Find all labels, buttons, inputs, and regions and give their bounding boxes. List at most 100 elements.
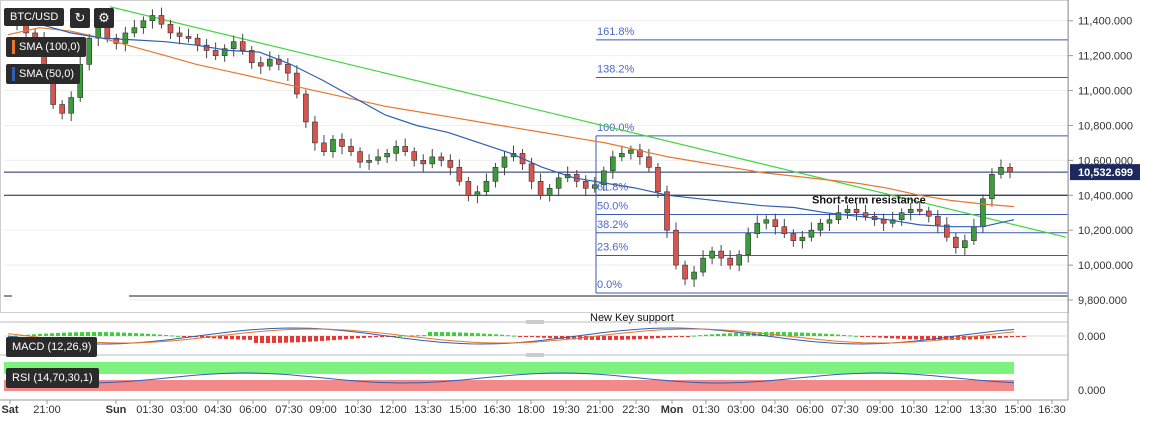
x-tick-label: 15:00 xyxy=(449,404,477,416)
macd-bar xyxy=(608,336,612,340)
macd-bar xyxy=(830,334,834,336)
candle-body xyxy=(158,15,165,25)
rsi-oversold-band xyxy=(4,380,1014,391)
macd-bar xyxy=(470,332,474,336)
macd-bar xyxy=(812,333,816,336)
macd-bar xyxy=(944,336,948,340)
macd-signal-line xyxy=(7,328,1015,344)
candle-body xyxy=(357,151,363,163)
macd-bar xyxy=(104,332,108,336)
candle-body xyxy=(230,41,237,49)
candle-body xyxy=(619,153,625,158)
macd-bar xyxy=(242,336,246,340)
x-tick-label: 03:00 xyxy=(727,404,755,416)
candle-body xyxy=(384,153,390,158)
y-tick-label: 10,400.000 xyxy=(1078,190,1133,202)
macd-bar xyxy=(356,336,360,339)
macd-bar xyxy=(494,334,498,336)
sma50-swatch xyxy=(12,67,15,82)
candle-body xyxy=(934,215,941,226)
macd-bar xyxy=(14,335,18,337)
macd-bar xyxy=(554,336,558,339)
macd-bar xyxy=(140,333,144,336)
downtrend-line xyxy=(109,6,1067,238)
candle-body xyxy=(239,41,246,51)
candle-body xyxy=(916,208,923,212)
macd-bar xyxy=(866,336,870,337)
symbol-label[interactable]: BTC/USD xyxy=(4,8,65,26)
macd-bar xyxy=(110,332,114,336)
new-key-support-label: New Key support xyxy=(590,312,674,324)
macd-bar xyxy=(854,335,858,337)
sma50-line xyxy=(7,20,1015,228)
macd-bar xyxy=(488,333,492,336)
macd-bar xyxy=(902,336,906,339)
gear-icon[interactable]: ⚙ xyxy=(94,8,114,28)
macd-bar xyxy=(806,332,810,336)
candle-body xyxy=(501,156,508,168)
candle-body xyxy=(889,219,896,224)
candle-body xyxy=(709,250,715,259)
candle-body xyxy=(727,257,733,266)
macd-bar xyxy=(464,332,468,336)
sma50-label[interactable]: SMA (50,0) xyxy=(6,64,81,84)
macd-label[interactable]: MACD (12,26,9) xyxy=(6,337,98,357)
candle-body xyxy=(844,208,851,214)
macd-bar xyxy=(254,336,258,343)
macd-bar xyxy=(530,336,534,337)
rsi-line xyxy=(7,372,1015,384)
candle-body xyxy=(591,184,598,189)
macd-bar xyxy=(266,336,270,343)
macd-bar xyxy=(716,333,720,336)
macd-bar xyxy=(68,332,72,336)
refresh-icon[interactable]: ↻ xyxy=(70,8,90,28)
rsi-label[interactable]: RSI (14,70,30,1) xyxy=(6,368,99,388)
macd-bar xyxy=(74,332,78,336)
macd-bar xyxy=(158,334,162,336)
panel-handle xyxy=(526,353,544,357)
macd-bar xyxy=(374,336,378,338)
macd-bar xyxy=(284,336,288,343)
x-tick-label: 19:30 xyxy=(552,404,580,416)
macd-bar xyxy=(236,336,240,340)
x-tick-label: 22:30 xyxy=(622,404,650,416)
sma100-swatch xyxy=(12,40,15,55)
candle-body xyxy=(944,224,950,238)
macd-bar xyxy=(1010,336,1014,338)
candle-body xyxy=(348,146,354,152)
macd-bar xyxy=(134,333,138,336)
macd-bar xyxy=(152,334,156,336)
x-tick-label: 09:00 xyxy=(866,404,894,416)
macd-bar xyxy=(920,336,924,340)
price-tag: 10,532.699 xyxy=(1078,167,1133,179)
sma100-label[interactable]: SMA (100,0) xyxy=(6,37,87,57)
macd-bar xyxy=(230,336,234,340)
candle-body xyxy=(203,44,210,51)
x-tick-label: Sun xyxy=(106,404,127,416)
macd-bar xyxy=(416,335,420,337)
macd-bar xyxy=(176,335,180,337)
macd-bar xyxy=(506,335,510,337)
candle-body xyxy=(763,219,770,224)
macd-bar xyxy=(26,334,30,336)
candle-body xyxy=(808,229,815,238)
price-grid xyxy=(0,0,1069,313)
macd-bar xyxy=(650,336,654,339)
candle-body xyxy=(312,121,318,144)
macd-bar xyxy=(320,336,324,341)
x-tick-label: 04:30 xyxy=(761,404,789,416)
macd-bar xyxy=(296,336,300,343)
macd-bar xyxy=(818,333,822,336)
macd-bar xyxy=(116,332,120,336)
macd-bar xyxy=(674,336,678,337)
candle-body xyxy=(998,167,1004,175)
macd-bar xyxy=(584,336,588,340)
candle-body xyxy=(366,160,372,163)
macd-bar xyxy=(740,332,744,336)
x-tick-label: 21:00 xyxy=(33,404,61,416)
candle-body xyxy=(862,212,869,217)
candle-body xyxy=(294,72,300,95)
fib-label: 161.8% xyxy=(597,26,635,38)
candlesticks xyxy=(5,7,1013,287)
